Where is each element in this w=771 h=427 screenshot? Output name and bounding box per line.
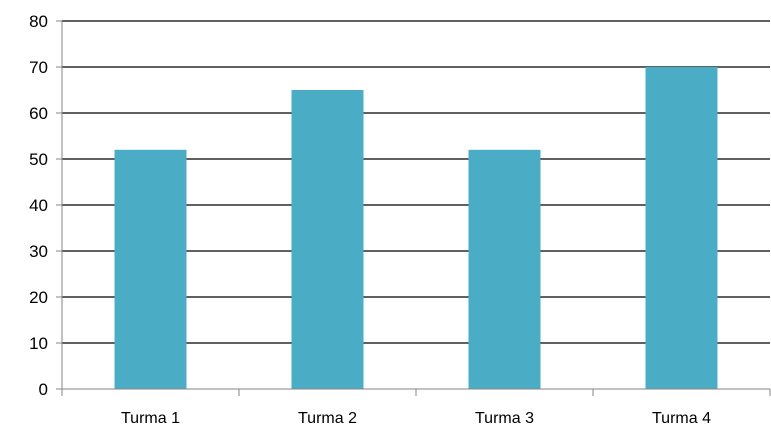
bar [468,149,541,389]
x-tick-label: Turma 2 [298,410,357,427]
bar [114,149,187,389]
y-tick-label: 30 [29,242,48,261]
y-tick-label: 50 [29,150,48,169]
y-tick-label: 60 [29,104,48,123]
bar [645,67,718,389]
y-tick-label: 40 [29,196,48,215]
x-tick-labels: Turma 1 Turma 2 Turma 3 Turma 4 [121,410,711,427]
y-tick-label: 80 [29,12,48,31]
y-tick-label: 20 [29,288,48,307]
x-tick-label: Turma 1 [121,410,180,427]
y-tick-label: 70 [29,58,48,77]
x-tick-label: Turma 4 [652,410,711,427]
x-tick-label: Turma 3 [475,410,534,427]
axes [61,21,770,390]
y-tick-label: 10 [29,334,48,353]
y-tick-label: 0 [39,380,48,399]
bar [291,90,364,389]
y-tick-labels: 0 10 20 30 40 50 60 70 80 [29,12,48,399]
bars [114,67,718,389]
